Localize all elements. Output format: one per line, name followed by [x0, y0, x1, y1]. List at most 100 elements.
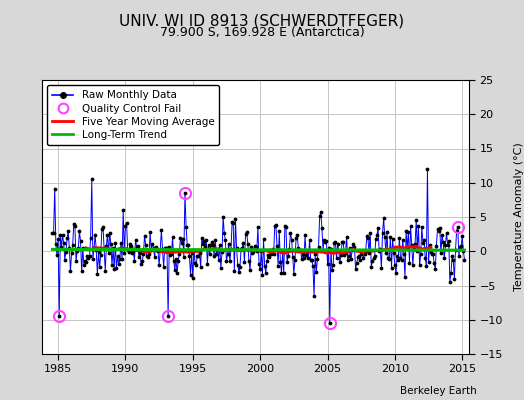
Point — [127, 243, 135, 250]
Point — [62, 248, 70, 255]
Point — [130, 257, 139, 264]
Point — [316, 208, 325, 215]
Point — [65, 244, 73, 251]
Point — [441, 242, 450, 248]
Point — [318, 225, 326, 232]
Point — [72, 258, 80, 264]
Point — [302, 252, 310, 258]
Point — [402, 228, 410, 234]
Point — [255, 261, 263, 268]
Point — [77, 238, 85, 244]
Point — [223, 251, 232, 258]
Point — [118, 256, 126, 262]
Point — [359, 255, 368, 262]
Point — [79, 245, 87, 252]
Point — [56, 232, 64, 238]
Point — [334, 247, 343, 254]
Point — [372, 236, 380, 243]
Text: 79.900 S, 169.928 E (Antarctica): 79.900 S, 169.928 E (Antarctica) — [160, 26, 364, 39]
Point — [215, 242, 224, 248]
Point — [260, 263, 269, 269]
Point — [389, 250, 398, 256]
Point — [418, 224, 426, 230]
Point — [368, 257, 377, 264]
Point — [344, 257, 352, 263]
Point — [384, 254, 392, 261]
Point — [252, 244, 260, 250]
Point — [419, 240, 427, 246]
Point — [120, 250, 128, 256]
Point — [345, 253, 353, 259]
Point — [80, 261, 88, 268]
Point — [162, 245, 170, 252]
Point — [61, 256, 69, 263]
Point — [258, 272, 267, 278]
Point — [346, 245, 354, 252]
Point — [201, 244, 210, 250]
Point — [291, 256, 299, 263]
Point — [71, 223, 79, 230]
Point — [203, 260, 212, 267]
Point — [134, 243, 142, 249]
Point — [95, 264, 104, 270]
Point — [244, 241, 252, 247]
Point — [115, 261, 123, 268]
Point — [350, 244, 358, 250]
Point — [379, 215, 388, 222]
Point — [150, 254, 159, 260]
Point — [420, 237, 428, 243]
Point — [275, 228, 283, 234]
Point — [312, 268, 321, 275]
Point — [273, 242, 281, 249]
Point — [209, 242, 217, 248]
Point — [278, 249, 287, 255]
Point — [408, 242, 416, 248]
Point — [284, 252, 292, 259]
Point — [78, 268, 86, 274]
Point — [375, 248, 384, 254]
Point — [411, 240, 419, 247]
Point — [301, 232, 309, 239]
Point — [305, 237, 314, 243]
Point — [405, 260, 413, 266]
Point — [300, 255, 308, 261]
Point — [102, 243, 111, 249]
Point — [267, 251, 276, 258]
Point — [281, 223, 289, 230]
Point — [100, 244, 108, 251]
Text: Berkeley Earth: Berkeley Earth — [400, 386, 477, 396]
Point — [366, 230, 374, 236]
Point — [145, 251, 153, 257]
Point — [227, 246, 235, 252]
Point — [410, 246, 418, 252]
Point — [279, 270, 288, 277]
Point — [231, 216, 239, 223]
Point — [189, 275, 197, 282]
Point — [337, 252, 345, 258]
Point — [90, 245, 98, 252]
Point — [93, 271, 102, 277]
Point — [164, 313, 172, 320]
Point — [355, 253, 363, 259]
Point — [347, 255, 355, 262]
Point — [261, 269, 270, 276]
Point — [323, 260, 332, 267]
Point — [429, 251, 437, 257]
Point — [326, 246, 335, 252]
Point — [182, 224, 190, 230]
Point — [386, 234, 395, 240]
Point — [336, 259, 344, 266]
Point — [53, 252, 61, 258]
Point — [147, 247, 156, 253]
Point — [171, 267, 179, 273]
Point — [228, 219, 236, 226]
Point — [69, 242, 77, 248]
Point — [271, 222, 280, 228]
Point — [233, 245, 241, 252]
Point — [256, 266, 264, 272]
Point — [92, 247, 101, 254]
Point — [212, 250, 221, 257]
Point — [185, 252, 194, 259]
Point — [91, 231, 100, 238]
Point — [143, 252, 151, 259]
